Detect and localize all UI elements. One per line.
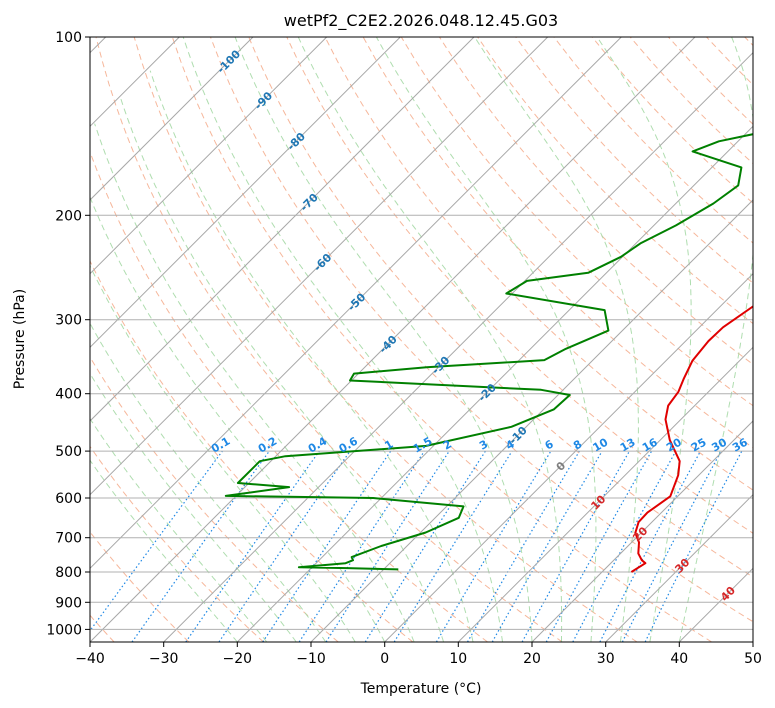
x-tick-label: −30 xyxy=(149,651,179,667)
isotherm-line xyxy=(310,199,753,642)
x-tick-label: −10 xyxy=(296,651,326,667)
moist-adiabat xyxy=(182,37,503,642)
mixing-ratio-line xyxy=(90,450,223,632)
dry-adiabat xyxy=(90,356,339,642)
x-tick-label: −20 xyxy=(223,651,253,667)
y-axis-label: Pressure (hPa) xyxy=(12,289,28,389)
mixing-ratio-line xyxy=(218,450,351,642)
isotherm-line xyxy=(531,420,753,642)
isotherm-line xyxy=(90,37,549,496)
x-tick-label: 40 xyxy=(670,651,688,667)
moist-adiabat xyxy=(119,96,445,642)
dry-adiabat xyxy=(90,259,414,642)
x-tick-label: 10 xyxy=(449,651,467,667)
dewpoint-trace xyxy=(224,133,753,571)
moist-adiabat xyxy=(596,37,692,642)
mixing-ratio-line xyxy=(644,450,743,642)
temperature-trace xyxy=(630,305,753,573)
isotherm-line xyxy=(163,51,753,642)
x-tick-label: 30 xyxy=(597,651,615,667)
mixing-ratio-line xyxy=(131,450,270,642)
sounding-traces xyxy=(224,133,753,573)
background-lines xyxy=(90,37,753,642)
isotherm-line xyxy=(457,346,753,642)
isotherm-line xyxy=(90,37,254,201)
dry-adiabat xyxy=(90,445,264,642)
y-tick-label: 500 xyxy=(55,444,82,460)
isotherm-line xyxy=(90,37,475,422)
dry-adiabat xyxy=(95,37,563,642)
x-tick-label: −40 xyxy=(75,651,105,667)
isotherm-line xyxy=(90,37,696,642)
moist-adiabat xyxy=(297,37,563,642)
x-tick-label: 20 xyxy=(523,651,541,667)
dry-adiabat xyxy=(248,37,753,578)
moist-adiabat xyxy=(678,37,753,642)
moist-adiabat xyxy=(375,37,597,642)
x-tick-label: 0 xyxy=(380,651,389,667)
chart-title: wetPf2_C2E2.2026.048.12.45.G03 xyxy=(284,11,558,31)
y-tick-label: 400 xyxy=(55,387,82,403)
mixing-ratio-line xyxy=(393,450,513,642)
y-tick-label: 100 xyxy=(55,30,82,46)
dry-adiabat xyxy=(171,37,712,642)
mixing-ratio-line xyxy=(572,450,677,642)
y-tick-label: 200 xyxy=(55,208,82,224)
plot-frame xyxy=(89,36,754,643)
dry-adiabat xyxy=(515,37,753,284)
dry-adiabat xyxy=(324,37,753,491)
y-tick-label: 700 xyxy=(55,531,82,547)
x-tick-label: 50 xyxy=(744,651,762,667)
mixing-ratio-line xyxy=(521,450,631,642)
y-tick-label: 300 xyxy=(55,313,82,329)
mixing-ratio-line xyxy=(545,450,653,642)
y-tick-label: 600 xyxy=(55,491,82,507)
moist-adiabat xyxy=(474,37,639,642)
mixing-ratio-line xyxy=(262,450,392,642)
isotherm-line xyxy=(236,125,753,642)
mixing-ratio-line xyxy=(325,450,450,642)
moist-adiabat xyxy=(149,70,474,642)
mixing-ratio-line xyxy=(298,450,425,642)
dry-adiabat xyxy=(133,37,638,642)
isotherm-line xyxy=(90,37,328,275)
isotherm-line xyxy=(384,272,753,642)
isotherm-line xyxy=(90,37,622,570)
dry-adiabat xyxy=(210,37,753,623)
mixing-ratio-line xyxy=(185,450,320,642)
moist-adiabat xyxy=(90,322,327,642)
y-tick-label: 1000 xyxy=(46,622,82,638)
moist-adiabat xyxy=(90,372,297,642)
y-tick-label: 900 xyxy=(55,595,82,611)
dry-adiabat xyxy=(286,37,753,534)
isotherm-line xyxy=(90,37,401,349)
isotherm-line xyxy=(605,493,753,642)
x-axis-label: Temperature (°C) xyxy=(360,681,482,697)
y-tick-label: 800 xyxy=(55,565,82,581)
moist-adiabat xyxy=(90,417,268,642)
